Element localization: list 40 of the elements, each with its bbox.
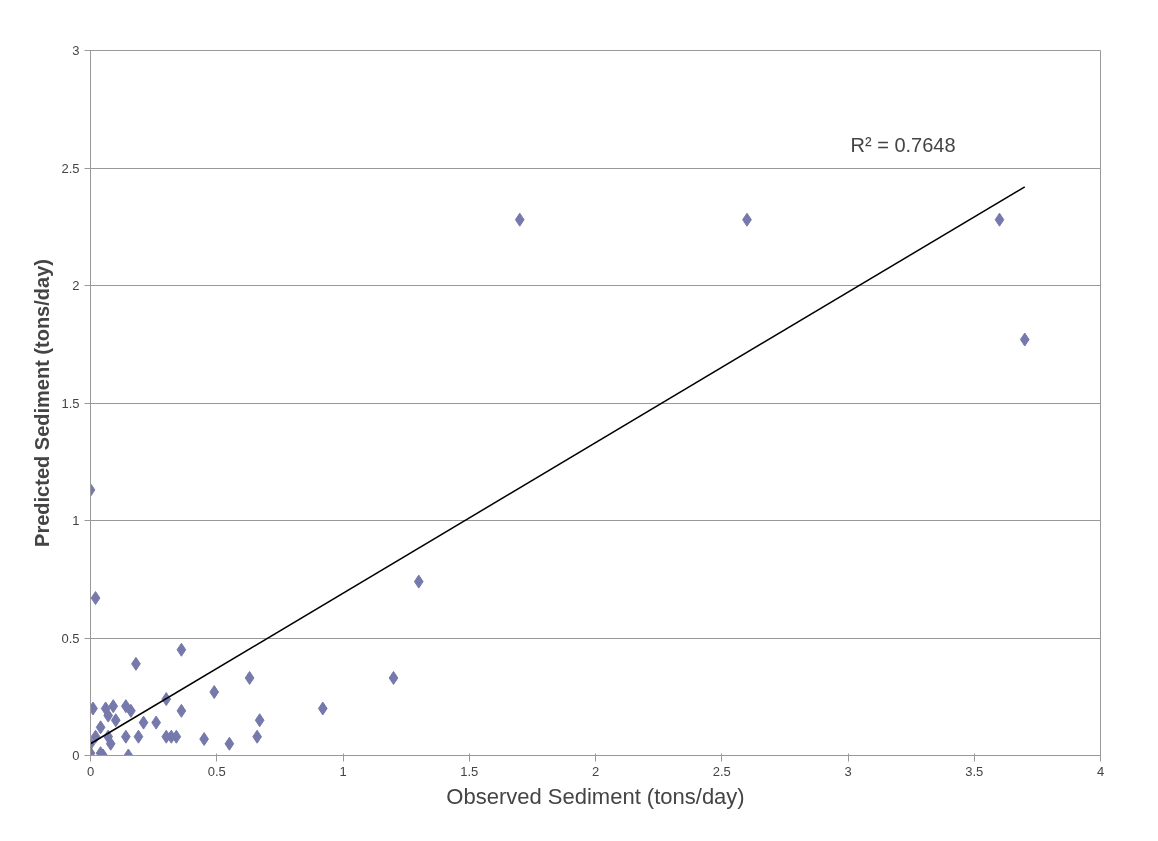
- x-tick-label: 2.5: [712, 763, 731, 779]
- point: [90, 591, 101, 606]
- point: [138, 715, 149, 730]
- point: [176, 642, 187, 657]
- point: [413, 574, 424, 589]
- point: [994, 212, 1005, 227]
- y-tick-label: 3: [72, 43, 80, 58]
- point: [514, 212, 525, 227]
- point: [388, 670, 399, 685]
- y-tick-label: 2: [72, 278, 80, 293]
- y-tick-label: 1: [72, 513, 80, 528]
- y-tick-label: 0: [72, 748, 80, 763]
- point: [317, 701, 328, 716]
- x-tick-label: 3: [844, 763, 852, 779]
- point: [209, 685, 220, 700]
- annotation: R² = 0.7648: [850, 133, 956, 156]
- point: [110, 713, 121, 728]
- y-tick-label: 0.5: [61, 630, 80, 646]
- x-tick-label: 0: [86, 763, 95, 779]
- x-tick-label: 0.5: [207, 763, 226, 779]
- point: [224, 736, 235, 751]
- point: [176, 703, 187, 718]
- x-tick-label: 1: [339, 763, 347, 779]
- y-tick-label: 2.5: [61, 160, 80, 176]
- x-tick-label: 3.5: [965, 763, 984, 779]
- x-tick-label: 2: [591, 763, 600, 779]
- point: [244, 670, 255, 685]
- x-tick-label: 4: [1096, 763, 1105, 779]
- point: [103, 708, 114, 723]
- point: [254, 713, 265, 728]
- point: [133, 729, 144, 744]
- y-axis-title: Predicted Sediment (tons/day): [31, 259, 54, 547]
- point: [1019, 332, 1030, 347]
- point: [108, 699, 119, 714]
- y-tick-label: 1.5: [61, 395, 80, 411]
- point: [105, 736, 116, 751]
- x-tick-label: 1.5: [460, 763, 479, 779]
- x-axis-title: Observed Sediment (tons/day): [446, 783, 745, 809]
- point: [171, 729, 182, 744]
- point: [95, 720, 106, 735]
